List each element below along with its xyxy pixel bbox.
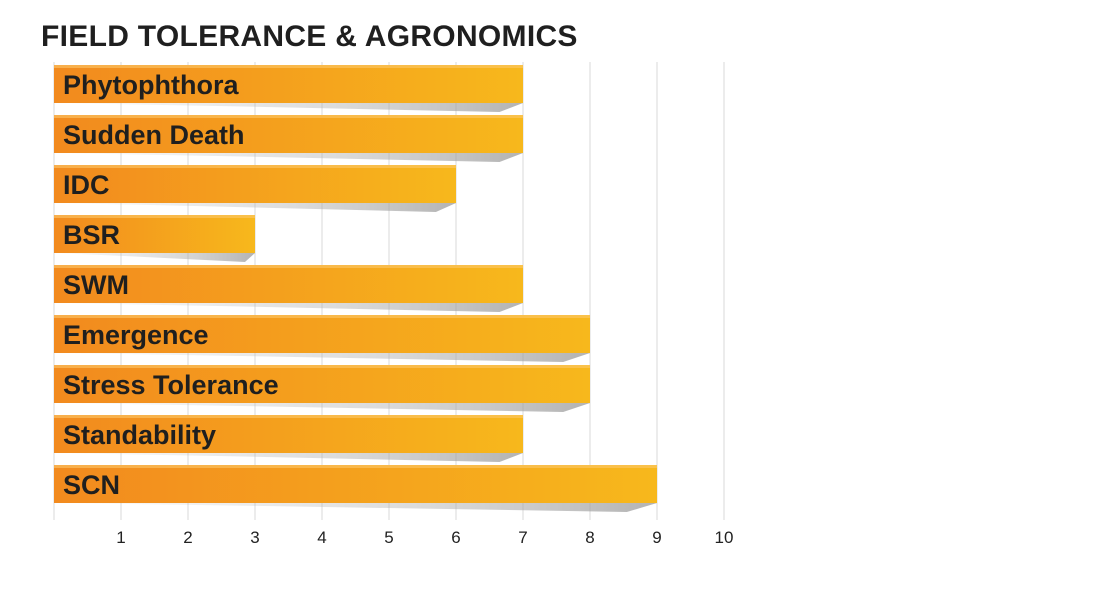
bar-shadow xyxy=(54,203,456,212)
x-tick-label: 2 xyxy=(183,528,192,547)
bar-group: SWM xyxy=(54,265,523,312)
bar xyxy=(54,465,657,503)
bar xyxy=(54,265,523,303)
bar xyxy=(54,115,523,153)
bar-group: Stress Tolerance xyxy=(54,365,590,412)
bar xyxy=(54,415,523,453)
category-label: Emergence xyxy=(63,320,209,350)
bar-shadow xyxy=(54,453,523,462)
bar-group: Phytophthora xyxy=(54,65,523,112)
x-tick-label: 8 xyxy=(585,528,594,547)
category-label: SWM xyxy=(63,270,129,300)
category-label: Sudden Death xyxy=(63,120,245,150)
bar-highlight xyxy=(54,265,523,268)
bar-highlight xyxy=(54,365,590,368)
bar-group: Emergence xyxy=(54,315,590,362)
category-label: SCN xyxy=(63,470,120,500)
x-tick-label: 7 xyxy=(518,528,527,547)
bar-shadow xyxy=(54,103,523,112)
category-label: Phytophthora xyxy=(63,70,239,100)
bar-highlight xyxy=(54,215,255,218)
x-tick-label: 1 xyxy=(116,528,125,547)
bar-shadow xyxy=(54,153,523,162)
x-tick-label: 5 xyxy=(384,528,393,547)
bar-highlight xyxy=(54,115,523,118)
bar xyxy=(54,65,523,103)
bar-group: SCN xyxy=(54,465,657,512)
bar-group: BSR xyxy=(54,215,255,262)
x-axis-ticks: 1 2 3 4 5 6 7 8 9 10 xyxy=(116,528,733,547)
chart-title: FIELD TOLERANCE & AGRONOMICS xyxy=(41,20,578,53)
x-tick-label: 10 xyxy=(715,528,734,547)
category-label: IDC xyxy=(63,170,110,200)
bar-group: Standability xyxy=(54,415,523,462)
category-label: Standability xyxy=(63,420,216,450)
bar-shadow xyxy=(54,403,590,412)
bar-shadow xyxy=(54,353,590,362)
bar-highlight xyxy=(54,315,590,318)
x-tick-label: 9 xyxy=(652,528,661,547)
bar-group: Sudden Death xyxy=(54,115,523,162)
bar-shadow xyxy=(54,303,523,312)
x-tick-label: 6 xyxy=(451,528,460,547)
category-label: Stress Tolerance xyxy=(63,370,279,400)
bar-group: IDC xyxy=(54,165,456,212)
bar-highlight xyxy=(54,415,523,418)
bar-shadow xyxy=(54,253,255,262)
bar-highlight xyxy=(54,165,456,168)
x-tick-label: 4 xyxy=(317,528,326,547)
bar-highlight xyxy=(54,65,523,68)
bar xyxy=(54,165,456,203)
bars: Phytophthora Sudden Death IDC BSR SWM Emergen… xyxy=(54,65,657,512)
x-tick-label: 3 xyxy=(250,528,259,547)
bar xyxy=(54,365,590,403)
bar xyxy=(54,315,590,353)
bar xyxy=(54,215,255,253)
bar-shadow xyxy=(54,503,657,512)
bar-highlight xyxy=(54,465,657,468)
category-label: BSR xyxy=(63,220,120,250)
